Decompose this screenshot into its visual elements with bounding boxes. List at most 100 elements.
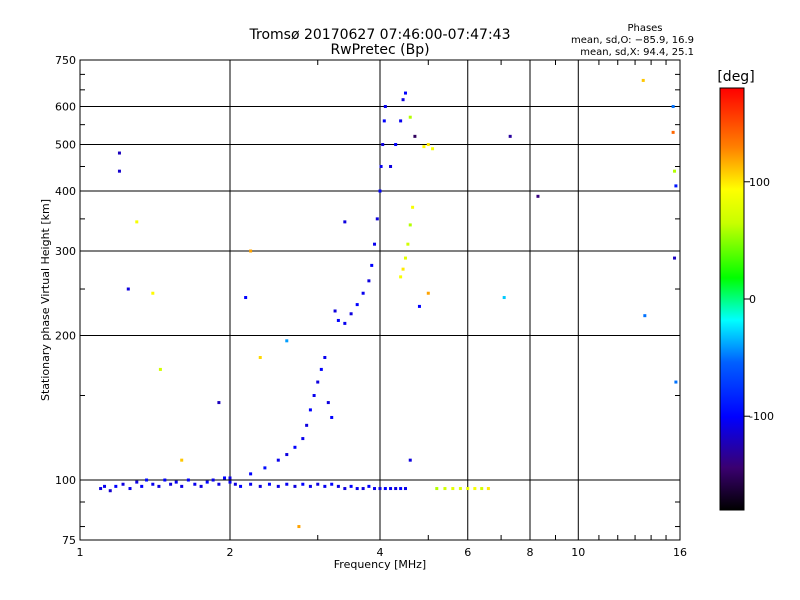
data-point	[673, 256, 677, 260]
y-tick-label: 200	[55, 330, 76, 343]
data-point	[401, 267, 405, 271]
data-point	[408, 458, 412, 462]
data-point	[285, 482, 289, 486]
data-point	[343, 321, 347, 325]
data-point	[381, 143, 385, 147]
data-point	[674, 184, 678, 188]
data-point	[140, 484, 144, 488]
data-point	[401, 98, 405, 102]
y-tick-label: 500	[55, 139, 76, 152]
y-tick-label: 750	[55, 54, 76, 67]
data-point	[361, 487, 365, 491]
data-point	[355, 487, 359, 491]
data-point	[431, 147, 435, 151]
data-point	[326, 401, 330, 405]
data-point	[163, 478, 167, 482]
data-point	[223, 476, 227, 480]
colorbar	[719, 87, 745, 511]
data-point	[382, 119, 386, 123]
chart-subtitle: RwPretec (Bp)	[330, 42, 429, 58]
data-point	[293, 445, 297, 449]
data-point	[383, 487, 387, 491]
data-point	[399, 487, 403, 491]
y-tick-label: 75	[62, 534, 76, 547]
data-point	[174, 480, 178, 484]
data-point	[349, 312, 353, 316]
data-point	[99, 487, 103, 491]
x-tick-label: 10	[571, 546, 585, 559]
data-point	[217, 401, 221, 405]
data-point	[378, 189, 382, 193]
data-point	[228, 476, 232, 480]
data-point	[373, 487, 377, 491]
data-point	[367, 279, 371, 283]
data-point	[316, 380, 320, 384]
data-point	[336, 318, 340, 322]
data-point	[121, 482, 125, 486]
data-point	[443, 487, 447, 491]
data-point	[211, 478, 215, 482]
data-point	[383, 105, 387, 109]
data-point	[671, 130, 675, 134]
data-point	[117, 169, 121, 173]
x-tick-label: 16	[673, 546, 687, 559]
x-tick-label: 1	[77, 546, 84, 559]
data-point	[233, 482, 237, 486]
data-point	[297, 525, 301, 529]
data-point	[199, 484, 203, 488]
data-point	[486, 487, 490, 491]
phases-heading: Phases	[627, 23, 662, 34]
data-point	[114, 484, 118, 488]
data-point	[186, 478, 190, 482]
data-point	[158, 367, 162, 371]
data-point	[267, 482, 271, 486]
data-point	[180, 484, 184, 488]
data-point	[145, 478, 149, 482]
data-point	[249, 472, 253, 476]
data-point	[426, 291, 430, 295]
data-point	[370, 263, 374, 267]
data-point	[276, 484, 280, 488]
data-point	[336, 484, 340, 488]
data-point	[249, 482, 253, 486]
data-point	[135, 480, 139, 484]
x-tick-label: 2	[227, 546, 234, 559]
data-point	[316, 482, 320, 486]
data-point	[502, 296, 506, 300]
y-axis-label: Stationary phase Virtual Height [km]	[39, 199, 52, 401]
data-point	[239, 484, 243, 488]
data-point	[301, 482, 305, 486]
data-point	[323, 484, 327, 488]
data-point	[343, 487, 347, 491]
data-point	[379, 164, 383, 168]
data-point	[389, 487, 393, 491]
data-point	[408, 115, 412, 119]
y-tick-label: 600	[55, 101, 76, 114]
data-point	[293, 484, 297, 488]
data-point	[480, 487, 484, 491]
data-point	[378, 487, 382, 491]
colorbar-tick-label: -100	[749, 410, 774, 423]
data-point	[228, 480, 232, 484]
data-point	[333, 309, 337, 313]
data-point	[117, 151, 121, 155]
data-point	[643, 314, 647, 318]
data-point	[422, 145, 426, 149]
data-point	[217, 482, 221, 486]
data-point	[394, 143, 398, 147]
data-point	[458, 487, 462, 491]
data-point	[135, 220, 139, 224]
data-point	[406, 242, 410, 246]
data-point	[244, 296, 248, 300]
data-point	[249, 249, 253, 253]
data-point	[169, 482, 173, 486]
data-point	[373, 242, 377, 246]
data-point	[367, 484, 371, 488]
data-point	[451, 487, 455, 491]
data-point	[361, 291, 365, 295]
data-point	[403, 91, 407, 95]
data-point	[128, 487, 132, 491]
data-point	[403, 487, 407, 491]
data-point	[108, 489, 112, 493]
